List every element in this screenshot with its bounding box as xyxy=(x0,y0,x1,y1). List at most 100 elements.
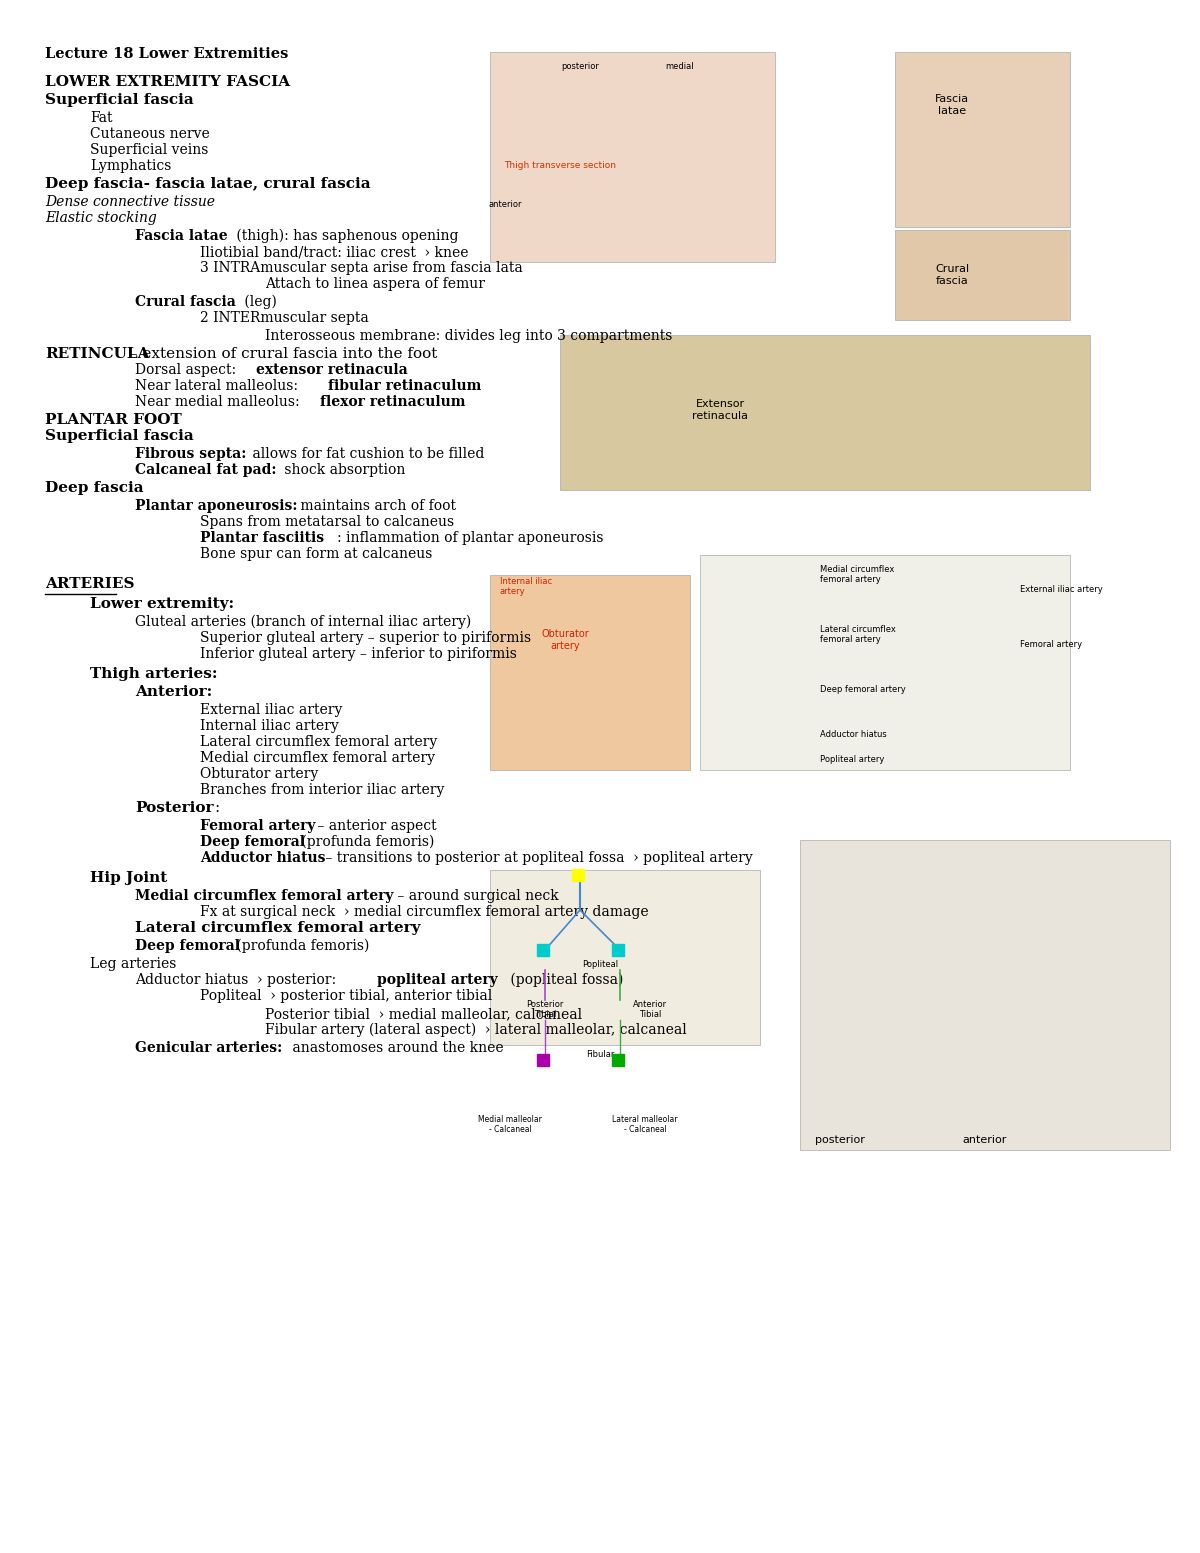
Text: External iliac artery: External iliac artery xyxy=(200,704,342,717)
Text: Extensor
retinacula: Extensor retinacula xyxy=(692,399,748,421)
Text: Femoral artery: Femoral artery xyxy=(1020,640,1082,649)
Text: Deep femoral: Deep femoral xyxy=(134,940,240,954)
Text: Deep femoral artery: Deep femoral artery xyxy=(820,685,906,694)
Text: Anterior:: Anterior: xyxy=(134,685,212,699)
Bar xyxy=(560,335,1090,491)
Text: Dorsal aspect:: Dorsal aspect: xyxy=(134,363,240,377)
Text: anterior: anterior xyxy=(488,200,522,210)
Text: Superior gluteal artery – superior to piriformis: Superior gluteal artery – superior to pi… xyxy=(200,631,532,644)
Text: Posterior tibial  › medial malleolar, calcaneal: Posterior tibial › medial malleolar, cal… xyxy=(265,1006,582,1020)
Text: – anterior aspect: – anterior aspect xyxy=(313,818,437,832)
Text: :: : xyxy=(215,801,220,815)
Text: Popliteal: Popliteal xyxy=(582,960,618,969)
Text: Gluteal arteries (branch of internal iliac artery): Gluteal arteries (branch of internal ili… xyxy=(134,615,472,629)
Text: – transitions to posterior at popliteal fossa  › popliteal artery: – transitions to posterior at popliteal … xyxy=(320,851,752,865)
Text: Cutaneous nerve: Cutaneous nerve xyxy=(90,127,210,141)
Text: 2 INTERmuscular septa: 2 INTERmuscular septa xyxy=(200,311,368,325)
Text: Fibular: Fibular xyxy=(586,1050,614,1059)
Text: Interosseous membrane: divides leg into 3 compartments: Interosseous membrane: divides leg into … xyxy=(265,329,672,343)
Text: Popliteal artery: Popliteal artery xyxy=(820,755,884,764)
Text: Elastic stocking: Elastic stocking xyxy=(46,211,157,225)
Text: Fx at surgical neck  › medial circumflex femoral artery damage: Fx at surgical neck › medial circumflex … xyxy=(200,905,649,919)
Text: Medial malleolar
- Calcaneal: Medial malleolar - Calcaneal xyxy=(478,1115,542,1134)
Text: Popliteal  › posterior tibial, anterior tibial: Popliteal › posterior tibial, anterior t… xyxy=(200,989,492,1003)
Text: Genicular arteries:: Genicular arteries: xyxy=(134,1041,282,1054)
Bar xyxy=(538,944,550,957)
Text: Branches from interior iliac artery: Branches from interior iliac artery xyxy=(200,783,444,797)
Text: 3 INTRAmuscular septa arise from fascia lata: 3 INTRAmuscular septa arise from fascia … xyxy=(200,261,523,275)
Text: popliteal artery: popliteal artery xyxy=(377,974,498,988)
Text: Near lateral malleolus:: Near lateral malleolus: xyxy=(134,379,302,393)
Text: flexor retinaculum: flexor retinaculum xyxy=(320,394,466,408)
Text: Obturator artery: Obturator artery xyxy=(200,767,318,781)
Text: (leg): (leg) xyxy=(240,295,276,309)
Text: allows for fat cushion to be filled: allows for fat cushion to be filled xyxy=(247,447,484,461)
Bar xyxy=(612,1054,624,1065)
Text: Fascia
latae: Fascia latae xyxy=(935,95,970,116)
Text: RETINCULA: RETINCULA xyxy=(46,346,150,360)
Text: LOWER EXTREMITY FASCIA: LOWER EXTREMITY FASCIA xyxy=(46,75,290,89)
Text: posterior: posterior xyxy=(815,1135,865,1145)
Bar xyxy=(572,870,584,881)
Text: Lecture 18 Lower Extremities: Lecture 18 Lower Extremities xyxy=(46,47,288,61)
Text: Superficial fascia: Superficial fascia xyxy=(46,93,193,107)
Text: Inferior gluteal artery – inferior to piriformis: Inferior gluteal artery – inferior to pi… xyxy=(200,648,517,662)
Bar xyxy=(490,51,775,262)
Bar xyxy=(700,554,1070,770)
Text: Internal iliac
artery: Internal iliac artery xyxy=(500,578,552,596)
Text: Lateral circumflex
femoral artery: Lateral circumflex femoral artery xyxy=(820,624,896,644)
Text: Adductor hiatus: Adductor hiatus xyxy=(820,730,887,739)
Text: anastomoses around the knee: anastomoses around the knee xyxy=(288,1041,504,1054)
Text: Anterior
Tibial: Anterior Tibial xyxy=(632,1000,667,1019)
Text: Medial circumflex femoral artery: Medial circumflex femoral artery xyxy=(200,752,436,766)
Bar xyxy=(490,870,760,1045)
Text: anterior: anterior xyxy=(962,1135,1007,1145)
Text: Thigh arteries:: Thigh arteries: xyxy=(90,666,217,682)
Text: extensor retinacula: extensor retinacula xyxy=(256,363,408,377)
Text: Crural fascia: Crural fascia xyxy=(134,295,236,309)
Text: Thigh transverse section: Thigh transverse section xyxy=(504,160,616,169)
Text: (profunda femoris): (profunda femoris) xyxy=(296,836,434,849)
Bar xyxy=(895,230,1070,320)
Text: Fibrous septa:: Fibrous septa: xyxy=(134,447,246,461)
Text: shock absorption: shock absorption xyxy=(280,463,406,477)
Text: fibular retinaculum: fibular retinaculum xyxy=(329,379,481,393)
Text: Adductor hiatus: Adductor hiatus xyxy=(200,851,325,865)
Text: Plantar aponeurosis:: Plantar aponeurosis: xyxy=(134,499,298,512)
Text: (popliteal fossa): (popliteal fossa) xyxy=(505,974,623,988)
Text: Deep fascia- fascia latae, crural fascia: Deep fascia- fascia latae, crural fascia xyxy=(46,177,371,191)
Text: (thigh): has saphenous opening: (thigh): has saphenous opening xyxy=(232,228,458,244)
Text: posterior: posterior xyxy=(562,62,599,71)
Bar xyxy=(800,840,1170,1151)
Text: Lateral circumflex femoral artery: Lateral circumflex femoral artery xyxy=(200,735,437,749)
Text: – around surgical neck: – around surgical neck xyxy=(392,888,558,902)
Text: Medial circumflex
femoral artery: Medial circumflex femoral artery xyxy=(820,565,894,584)
Text: Spans from metatarsal to calcaneus: Spans from metatarsal to calcaneus xyxy=(200,516,454,530)
Text: Near medial malleolus:: Near medial malleolus: xyxy=(134,394,304,408)
Text: Superficial veins: Superficial veins xyxy=(90,143,209,157)
Text: Superficial fascia: Superficial fascia xyxy=(46,429,193,443)
Text: Lateral malleolar
- Calcaneal: Lateral malleolar - Calcaneal xyxy=(612,1115,678,1134)
Text: Hip Joint: Hip Joint xyxy=(90,871,167,885)
Text: Deep femoral: Deep femoral xyxy=(200,836,305,849)
Text: : inflammation of plantar aponeurosis: : inflammation of plantar aponeurosis xyxy=(337,531,604,545)
Text: (profunda femoris): (profunda femoris) xyxy=(232,940,370,954)
Text: Fat: Fat xyxy=(90,110,113,124)
Text: maintains arch of foot: maintains arch of foot xyxy=(296,499,456,512)
Text: Plantar fasciitis: Plantar fasciitis xyxy=(200,531,324,545)
Text: Adductor hiatus  › posterior:: Adductor hiatus › posterior: xyxy=(134,974,341,988)
Text: Leg arteries: Leg arteries xyxy=(90,957,176,971)
Text: ARTERIES: ARTERIES xyxy=(46,578,134,592)
Text: medial: medial xyxy=(666,62,695,71)
Text: Deep fascia: Deep fascia xyxy=(46,481,144,495)
Text: Internal iliac artery: Internal iliac artery xyxy=(200,719,338,733)
Bar xyxy=(490,575,690,770)
Text: Dense connective tissue: Dense connective tissue xyxy=(46,196,215,210)
Bar xyxy=(612,944,624,957)
Text: Femoral artery: Femoral artery xyxy=(200,818,316,832)
Text: Bone spur can form at calcaneus: Bone spur can form at calcaneus xyxy=(200,547,432,561)
Text: Lateral circumflex femoral artery: Lateral circumflex femoral artery xyxy=(134,921,420,935)
Text: Calcaneal fat pad:: Calcaneal fat pad: xyxy=(134,463,276,477)
Text: PLANTAR FOOT: PLANTAR FOOT xyxy=(46,413,181,427)
Text: External iliac artery: External iliac artery xyxy=(1020,585,1103,593)
